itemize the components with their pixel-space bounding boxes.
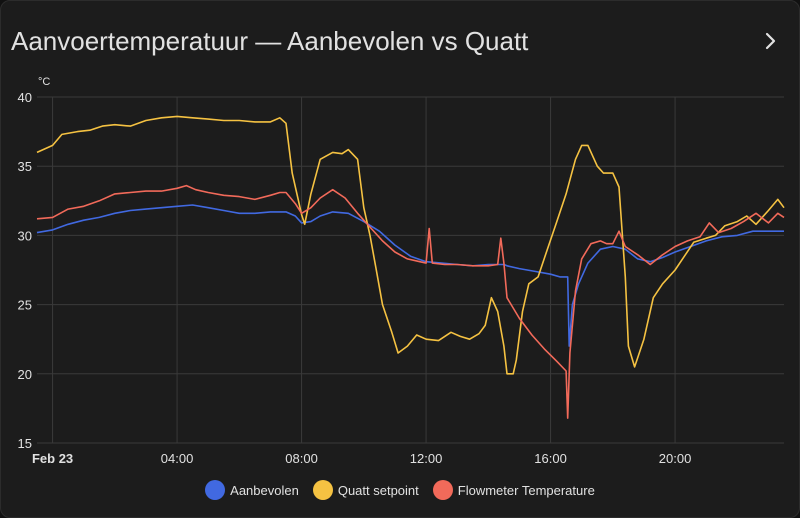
legend-item-aanbevolen[interactable]: Aanbevolen <box>205 480 299 500</box>
y-tick-label: 30 <box>18 228 32 243</box>
legend-label: Quatt setpoint <box>337 482 419 498</box>
series-line-flowmeter-temperature[interactable] <box>36 184 785 419</box>
x-tick-label: 16:00 <box>534 451 567 466</box>
y-tick-label: 40 <box>18 90 32 105</box>
legend-label: Aanbevolen <box>230 482 299 498</box>
legend-swatch <box>432 480 453 500</box>
legend-label: Flowmeter Temperature <box>457 482 595 498</box>
y-tick-label: 20 <box>18 367 32 382</box>
chevron-right-icon[interactable] <box>757 27 785 55</box>
y-tick-label: 25 <box>18 298 32 313</box>
chart-legend: Aanbevolen Quatt setpoint Flowmeter Temper… <box>0 480 800 500</box>
series-line-aanbevolen[interactable] <box>36 204 784 347</box>
x-tick-label: 20:00 <box>659 451 692 466</box>
legend-item-quatt-setpoint[interactable]: Quatt setpoint <box>312 480 419 500</box>
legend-item-flowmeter-temperature[interactable]: Flowmeter Temperature <box>432 480 595 500</box>
card-title: Aanvoertemperatuur — Aanbevolen vs Quatt <box>11 26 529 56</box>
legend-swatch <box>205 480 226 500</box>
chart-grid <box>37 96 784 444</box>
x-tick-label: 12:00 <box>410 451 443 466</box>
x-tick-label: 08:00 <box>285 451 318 466</box>
y-axis-unit-label: °C <box>38 76 50 88</box>
y-tick-label: 35 <box>18 159 32 174</box>
x-tick-label: Feb 23 <box>32 451 73 466</box>
y-tick-label: 15 <box>18 436 32 451</box>
chart-series <box>36 115 785 419</box>
x-tick-label: 04:00 <box>161 451 194 466</box>
series-line-quatt-setpoint[interactable] <box>36 115 785 375</box>
legend-swatch <box>312 480 333 500</box>
chart-axes: °C 15 20 25 30 35 40 Feb 23 04:00 08:00 12:00 16:00… <box>18 76 692 466</box>
